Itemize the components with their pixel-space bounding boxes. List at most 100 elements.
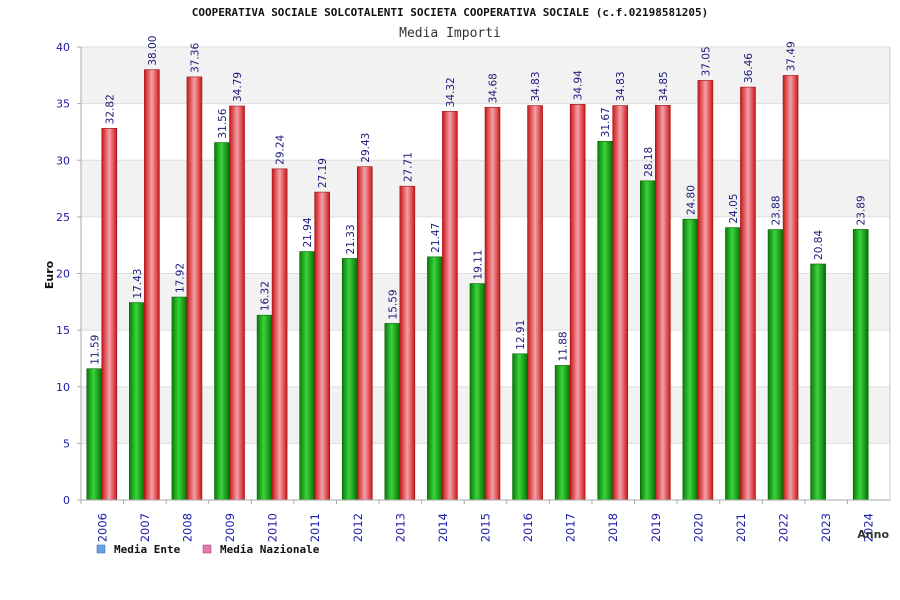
bar-ente: [852, 229, 869, 501]
data-label: 37.36: [189, 43, 201, 73]
legend-swatch-ente: [96, 544, 106, 554]
bar-nazionale: [144, 69, 160, 501]
x-tick-label: 2023: [819, 513, 833, 542]
x-tick-label: 2007: [138, 513, 152, 542]
bar-nazionale: [314, 191, 330, 501]
data-label: 12.91: [515, 320, 527, 350]
x-tick-label: 2006: [95, 513, 109, 542]
bar-nazionale: [655, 105, 671, 501]
data-label: 23.89: [856, 195, 868, 225]
data-label: 37.49: [786, 41, 798, 71]
data-label: 16.32: [260, 281, 272, 311]
bar-nazionale: [527, 105, 543, 501]
y-tick-label: 25: [56, 211, 70, 224]
bar-ente: [171, 296, 188, 501]
data-label: 11.88: [558, 331, 570, 361]
x-tick-label: 2019: [649, 513, 663, 542]
x-tick-label: 2022: [777, 513, 791, 542]
data-label: 31.56: [217, 108, 229, 138]
y-tick-label: 5: [63, 437, 70, 450]
bar-ente: [640, 180, 656, 501]
legend: Media Ente Media Nazionale: [96, 543, 320, 556]
bar-ente: [299, 251, 315, 501]
bar-ente: [554, 365, 571, 501]
chart-subtitle: Media Importi: [399, 26, 501, 41]
x-tick-label: 2017: [564, 513, 578, 542]
bar-nazionale: [782, 75, 799, 501]
data-label: 27.19: [317, 158, 329, 188]
bar-nazionale: [569, 104, 586, 501]
bar-ente: [86, 368, 103, 501]
bar-ente: [427, 256, 443, 501]
bar-nazionale: [229, 105, 245, 501]
data-label: 15.59: [387, 289, 399, 319]
x-tick-label: 2009: [223, 513, 237, 542]
y-axis: 0 5 10 15 20 25 30 35 40: [56, 41, 82, 507]
data-label: 24.05: [728, 194, 740, 224]
x-tick-label: 2015: [479, 513, 493, 542]
bar-ente: [256, 314, 273, 501]
bar-ente: [129, 302, 145, 501]
bar-ente: [597, 141, 614, 501]
data-label: 17.92: [174, 263, 186, 293]
bar-ente: [810, 263, 826, 501]
bar-nazionale: [271, 168, 288, 501]
data-label: 21.47: [430, 223, 442, 253]
bar-ente: [214, 142, 230, 501]
data-label: 34.85: [658, 71, 670, 101]
bar-ente: [767, 229, 784, 501]
plot-band: [81, 47, 890, 104]
bar-nazionale: [186, 76, 203, 501]
bar-ente: [469, 283, 486, 501]
data-label: 19.11: [473, 250, 485, 280]
bar-nazionale: [484, 106, 501, 501]
data-label: 27.71: [402, 152, 414, 182]
data-label: 11.59: [89, 335, 101, 365]
x-tick-label: 2014: [436, 513, 450, 542]
data-label: 37.05: [700, 46, 712, 76]
bar-nazionale: [101, 128, 118, 501]
chart-title: COOPERATIVA SOCIALE SOLCOTALENTI SOCIETA…: [192, 6, 709, 19]
data-label: 34.94: [573, 70, 585, 100]
x-axis-label: Anno: [857, 528, 889, 541]
bar-ente: [341, 258, 358, 501]
data-label: 24.80: [685, 185, 697, 215]
y-tick-label: 35: [56, 98, 70, 111]
x-tick-label: 2010: [266, 513, 280, 542]
y-tick-label: 15: [56, 324, 70, 337]
bar-nazionale: [399, 185, 416, 501]
x-tick-label: 2016: [521, 513, 535, 542]
bar-ente: [512, 353, 528, 501]
data-label: 36.46: [743, 53, 755, 83]
data-label: 34.83: [530, 71, 542, 101]
x-axis: 2006 2007 2008 2009 2010 2011 2012 2013 2014 2015…: [80, 499, 890, 542]
data-label: 31.67: [600, 107, 612, 137]
x-tick-label: 2024: [862, 513, 876, 542]
x-tick-label: 2018: [606, 513, 620, 542]
bar-ente: [682, 218, 699, 501]
data-label: 34.79: [232, 72, 244, 102]
bar-ente: [725, 227, 741, 501]
bar-nazionale: [356, 166, 373, 501]
y-tick-label: 40: [56, 41, 70, 54]
x-tick-label: 2013: [393, 513, 407, 542]
data-label: 17.43: [132, 269, 144, 299]
data-label: 34.68: [488, 73, 500, 103]
x-tick-label: 2012: [351, 513, 365, 542]
legend-swatch-nazionale: [202, 544, 212, 554]
y-tick-label: 30: [56, 154, 70, 167]
y-tick-label: 10: [56, 381, 70, 394]
data-label: 21.33: [345, 224, 357, 254]
data-label: 29.24: [275, 134, 287, 164]
legend-label-ente: Media Ente: [114, 543, 181, 556]
data-label: 29.43: [360, 133, 372, 163]
x-tick-label: 2011: [308, 513, 322, 542]
y-tick-label: 0: [63, 494, 70, 507]
bar-ente: [384, 323, 401, 501]
data-label: 38.00: [147, 36, 159, 66]
data-label: 28.18: [643, 147, 655, 177]
data-label: 34.32: [445, 77, 457, 107]
x-tick-label: 2020: [691, 513, 705, 542]
bar-nazionale: [740, 86, 756, 501]
